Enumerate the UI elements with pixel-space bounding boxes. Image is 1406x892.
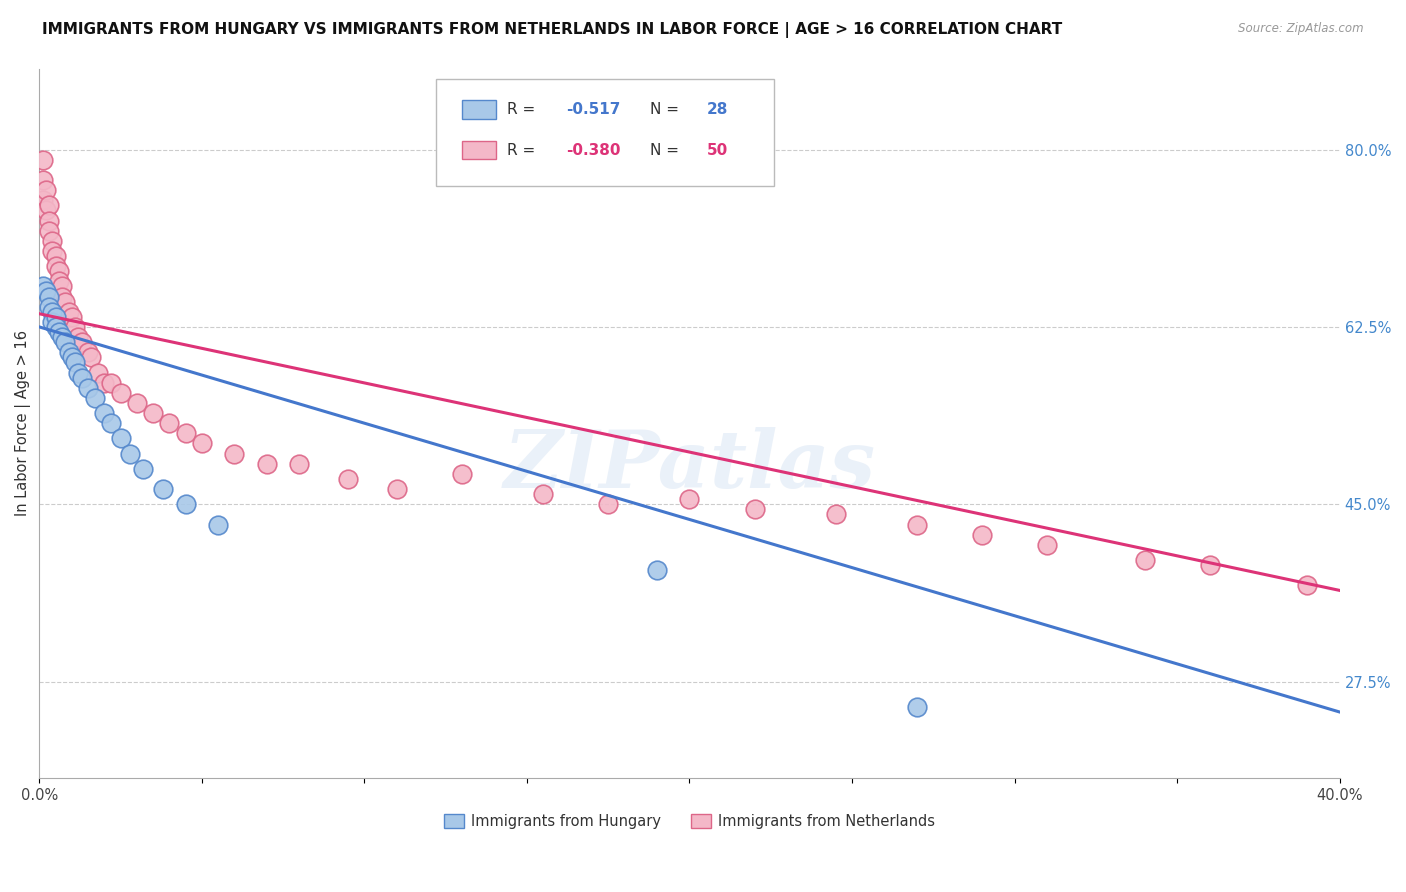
- Point: [288, 457, 311, 471]
- Text: -0.517: -0.517: [567, 103, 620, 117]
- Point: [41, 304, 63, 318]
- Point: [451, 467, 474, 481]
- Legend: Immigrants from Hungary, Immigrants from Netherlands: Immigrants from Hungary, Immigrants from…: [437, 808, 941, 834]
- Point: [1198, 558, 1220, 572]
- Point: [45, 320, 67, 334]
- Point: [31, 194, 53, 208]
- Point: [38, 289, 60, 303]
- Point: [93, 376, 115, 390]
- Point: [51, 289, 73, 303]
- Point: [38, 213, 60, 227]
- Point: [31, 173, 53, 187]
- Point: [1036, 538, 1059, 552]
- Point: [31, 153, 53, 167]
- Point: [67, 366, 90, 380]
- Point: [77, 345, 100, 359]
- Point: [35, 203, 58, 218]
- Text: 50: 50: [706, 143, 728, 158]
- Text: -0.380: -0.380: [567, 143, 620, 158]
- Point: [905, 700, 928, 714]
- Point: [256, 457, 278, 471]
- Point: [41, 315, 63, 329]
- Point: [63, 320, 86, 334]
- Point: [100, 416, 122, 430]
- Point: [60, 310, 83, 324]
- Point: [67, 330, 90, 344]
- FancyBboxPatch shape: [463, 141, 496, 160]
- Point: [45, 249, 67, 263]
- Point: [53, 335, 76, 350]
- Point: [1133, 553, 1156, 567]
- Point: [645, 563, 668, 577]
- Point: [174, 497, 197, 511]
- Point: [35, 183, 58, 197]
- Point: [970, 527, 993, 541]
- Point: [110, 385, 132, 400]
- Point: [385, 482, 408, 496]
- Point: [93, 406, 115, 420]
- Point: [531, 487, 554, 501]
- Point: [191, 436, 214, 450]
- Point: [110, 431, 132, 445]
- Point: [100, 376, 122, 390]
- Point: [824, 508, 846, 522]
- Point: [53, 294, 76, 309]
- Point: [1296, 578, 1319, 592]
- FancyBboxPatch shape: [463, 101, 496, 119]
- Point: [70, 370, 93, 384]
- Point: [125, 396, 148, 410]
- Point: [45, 310, 67, 324]
- Point: [63, 355, 86, 369]
- Point: [905, 517, 928, 532]
- Point: [152, 482, 174, 496]
- Text: N =: N =: [651, 143, 685, 158]
- Point: [70, 335, 93, 350]
- Point: [80, 351, 103, 365]
- Point: [35, 285, 58, 299]
- Point: [77, 381, 100, 395]
- Point: [38, 198, 60, 212]
- Text: 28: 28: [706, 103, 728, 117]
- Point: [744, 502, 766, 516]
- Point: [142, 406, 165, 420]
- Point: [132, 462, 155, 476]
- Point: [31, 279, 53, 293]
- Point: [207, 517, 229, 532]
- Text: R =: R =: [508, 143, 540, 158]
- Point: [87, 366, 110, 380]
- Y-axis label: In Labor Force | Age > 16: In Labor Force | Age > 16: [15, 330, 31, 516]
- Point: [224, 447, 246, 461]
- FancyBboxPatch shape: [436, 79, 775, 186]
- Text: ZIPatlas: ZIPatlas: [503, 427, 876, 505]
- Point: [48, 264, 70, 278]
- Point: [157, 416, 180, 430]
- Text: R =: R =: [508, 103, 540, 117]
- Point: [41, 244, 63, 258]
- Point: [337, 472, 360, 486]
- Point: [60, 351, 83, 365]
- Point: [598, 497, 620, 511]
- Point: [58, 345, 80, 359]
- Point: [83, 391, 105, 405]
- Point: [120, 447, 142, 461]
- Text: N =: N =: [651, 103, 685, 117]
- Point: [41, 234, 63, 248]
- Point: [174, 426, 197, 441]
- Point: [38, 224, 60, 238]
- Point: [58, 304, 80, 318]
- Point: [51, 279, 73, 293]
- Point: [45, 259, 67, 273]
- Text: IMMIGRANTS FROM HUNGARY VS IMMIGRANTS FROM NETHERLANDS IN LABOR FORCE | AGE > 16: IMMIGRANTS FROM HUNGARY VS IMMIGRANTS FR…: [42, 22, 1063, 38]
- Point: [38, 300, 60, 314]
- Point: [51, 330, 73, 344]
- Point: [48, 325, 70, 339]
- Point: [678, 492, 700, 507]
- Point: [48, 274, 70, 288]
- Text: Source: ZipAtlas.com: Source: ZipAtlas.com: [1239, 22, 1364, 36]
